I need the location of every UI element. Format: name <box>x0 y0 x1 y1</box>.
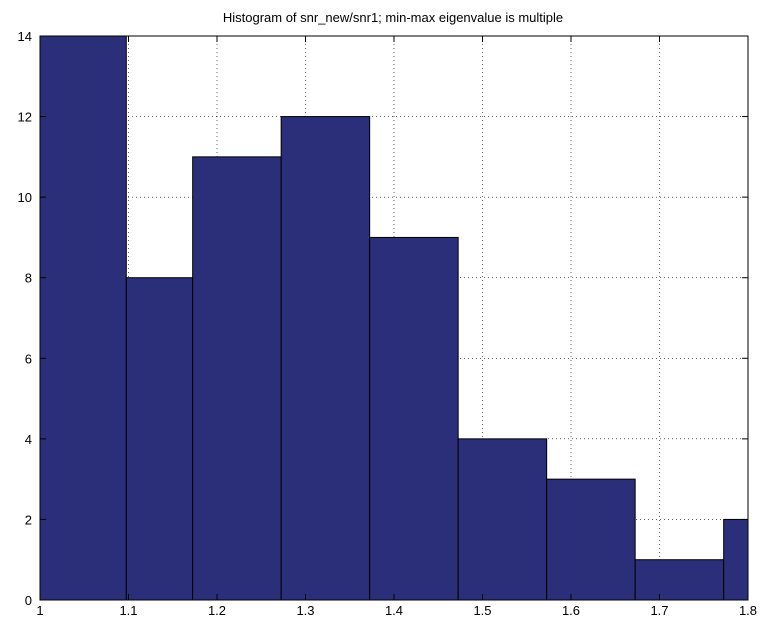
histogram-bar <box>125 277 194 600</box>
histogram-bar <box>40 36 127 600</box>
y-tick-label: 8 <box>25 271 32 286</box>
x-tick-label: 1.7 <box>650 603 668 618</box>
histogram-bar <box>546 478 636 600</box>
y-tick-label: 4 <box>25 432 32 447</box>
y-tick-label: 10 <box>18 190 32 205</box>
x-tick-label: 1 <box>36 603 43 618</box>
x-tick-label: 1.3 <box>296 603 314 618</box>
histogram-bar <box>192 156 282 600</box>
x-tick-label: 1.4 <box>385 603 403 618</box>
y-tick-label: 14 <box>18 29 32 44</box>
y-tick-label: 6 <box>25 351 32 366</box>
x-tick-label: 1.1 <box>119 603 137 618</box>
x-tick-label: 1.2 <box>208 603 226 618</box>
y-tick-label: 0 <box>25 593 32 608</box>
x-tick-label: 1.5 <box>473 603 491 618</box>
histogram-bar <box>634 559 725 600</box>
histogram-bar <box>280 116 371 600</box>
histogram-bar <box>723 518 748 600</box>
y-tick-label: 2 <box>25 512 32 527</box>
bars <box>40 36 748 600</box>
chart-title: Histogram of snr_new/snr1; min-max eigen… <box>223 10 563 25</box>
histogram-bar <box>457 438 548 600</box>
x-tick-label: 1.6 <box>562 603 580 618</box>
y-tick-label: 12 <box>18 110 32 125</box>
histogram-bar <box>369 236 459 600</box>
x-tick-label: 1.8 <box>739 603 757 618</box>
ticks: 1 1.1 1.2 1.3 1.4 1.5 1.6 1.7 1.8 0 2 4 6 8 10 12 14 <box>18 29 758 618</box>
